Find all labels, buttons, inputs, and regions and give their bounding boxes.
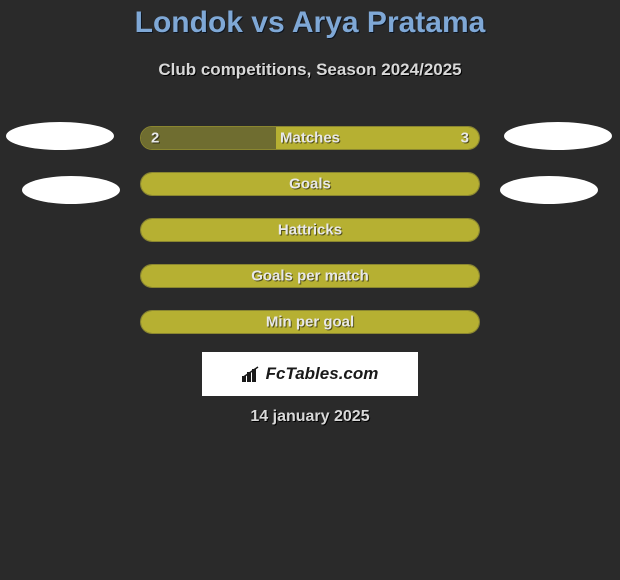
bar-label: Matches: [141, 130, 479, 147]
page-subtitle: Club competitions, Season 2024/2025: [0, 60, 620, 80]
bar-label: Min per goal: [141, 314, 479, 331]
bars-icon: [242, 366, 262, 382]
bar-label: Goals: [141, 176, 479, 193]
avatar-placeholder: [22, 176, 120, 204]
stat-bar: Min per goal: [140, 310, 480, 334]
bar-value-right: 3: [461, 130, 469, 147]
stat-bar: Goals: [140, 172, 480, 196]
avatar-placeholder: [504, 122, 612, 150]
bar-value-left: 2: [151, 130, 159, 147]
stat-bar: Matches2 3: [140, 126, 480, 150]
comparison-infographic: Londok vs Arya Pratama Club competitions…: [0, 0, 620, 580]
logo-text: FcTables.com: [266, 364, 379, 384]
page-title: Londok vs Arya Pratama: [0, 6, 620, 40]
stat-bar: Hattricks: [140, 218, 480, 242]
date-label: 14 january 2025: [0, 408, 620, 426]
avatar-placeholder: [6, 122, 114, 150]
stat-bar: Goals per match: [140, 264, 480, 288]
bar-label: Hattricks: [141, 222, 479, 239]
fctables-logo: FcTables.com: [202, 352, 418, 396]
bar-label: Goals per match: [141, 268, 479, 285]
avatar-placeholder: [500, 176, 598, 204]
